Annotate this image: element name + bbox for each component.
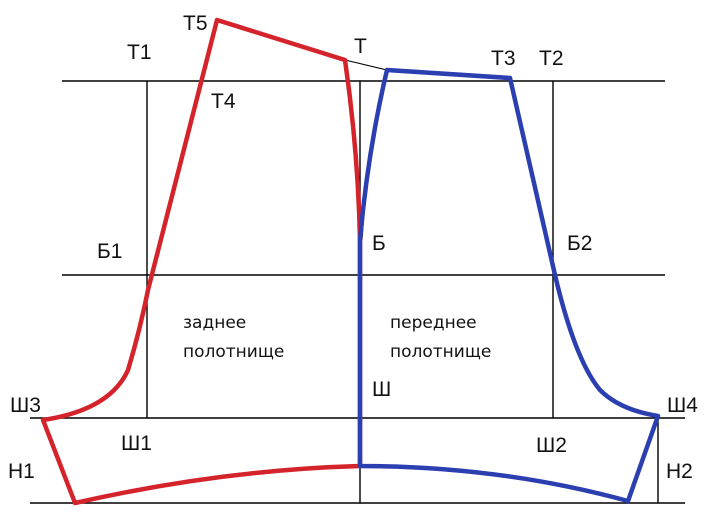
back-panel-caption-line2: полотнище: [183, 342, 284, 362]
label-t5: Т5: [183, 12, 208, 35]
label-sh1: Ш1: [121, 432, 152, 455]
label-t1: Т1: [127, 41, 152, 64]
waist-connector-line: [344, 59, 388, 71]
label-sh3: Ш3: [10, 394, 41, 417]
front-panel-caption-line2: полотнище: [390, 342, 491, 362]
label-t3: Т3: [491, 47, 516, 70]
label-n1: Н1: [8, 460, 35, 483]
label-b: Б: [372, 232, 386, 255]
back-panel-outline: [40, 17, 363, 506]
label-t2: Т2: [539, 47, 564, 70]
label-t: Т: [354, 35, 367, 58]
label-b2: Б2: [567, 232, 592, 255]
label-b1: Б1: [97, 240, 122, 263]
label-sh2: Ш2: [536, 434, 567, 457]
front-panel-outline: [357, 67, 661, 504]
label-sh4: Ш4: [667, 394, 698, 417]
label-sh: Ш: [372, 378, 391, 401]
label-n2: Н2: [666, 460, 693, 483]
front-panel-caption-line1: переднее: [390, 313, 477, 333]
label-t4: Т4: [211, 90, 236, 113]
back-panel-caption-line1: заднее: [183, 313, 246, 333]
